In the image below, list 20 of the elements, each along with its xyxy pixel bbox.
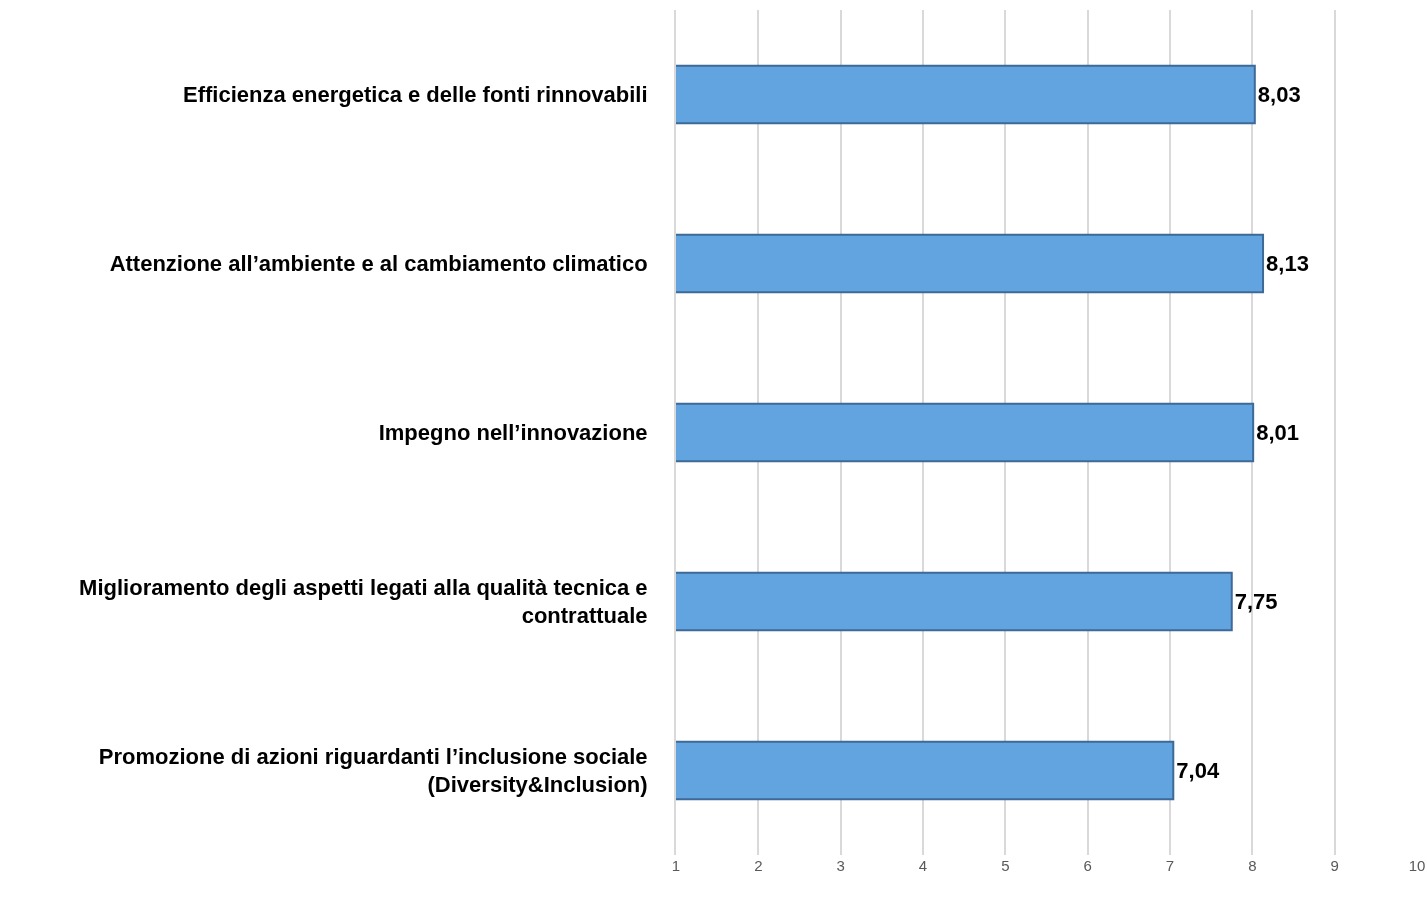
x-tick-label: 2 [754, 857, 763, 874]
x-tick-label: 3 [836, 857, 845, 874]
y-tick-label: Promozione di azioni riguardanti l’inclusione sociale (Diversity&Inclusion) [98, 743, 648, 798]
x-tick-label: 7 [1165, 857, 1175, 874]
data-label: 7,75 [1234, 589, 1278, 614]
x-tick-label: 9 [1330, 857, 1339, 874]
x-tick-label: 6 [1083, 857, 1092, 874]
x-tick-label: 4 [918, 857, 928, 874]
data-label: 8,03 [1257, 82, 1301, 107]
y-tick-label: Efficienza energetica e delle fonti rinnovabili [183, 82, 648, 108]
x-tick-label: 8 [1248, 857, 1257, 874]
data-label: 7,04 [1176, 758, 1220, 783]
y-tick-label: Impegno nell’innovazione [378, 420, 648, 446]
data-label: 8,01 [1256, 420, 1299, 445]
x-tick-label: 1 [671, 857, 681, 874]
y-tick-label: Attenzione all’ambiente e al cambiamento climatico [109, 251, 648, 277]
data-label: 8,13 [1266, 251, 1309, 276]
x-tick-label: 5 [1001, 857, 1010, 874]
x-tick-label: 10 [1408, 857, 1426, 874]
y-tick-label: Miglioramento degli aspetti legati alla qualità tecnica e contrattuale [79, 574, 648, 629]
